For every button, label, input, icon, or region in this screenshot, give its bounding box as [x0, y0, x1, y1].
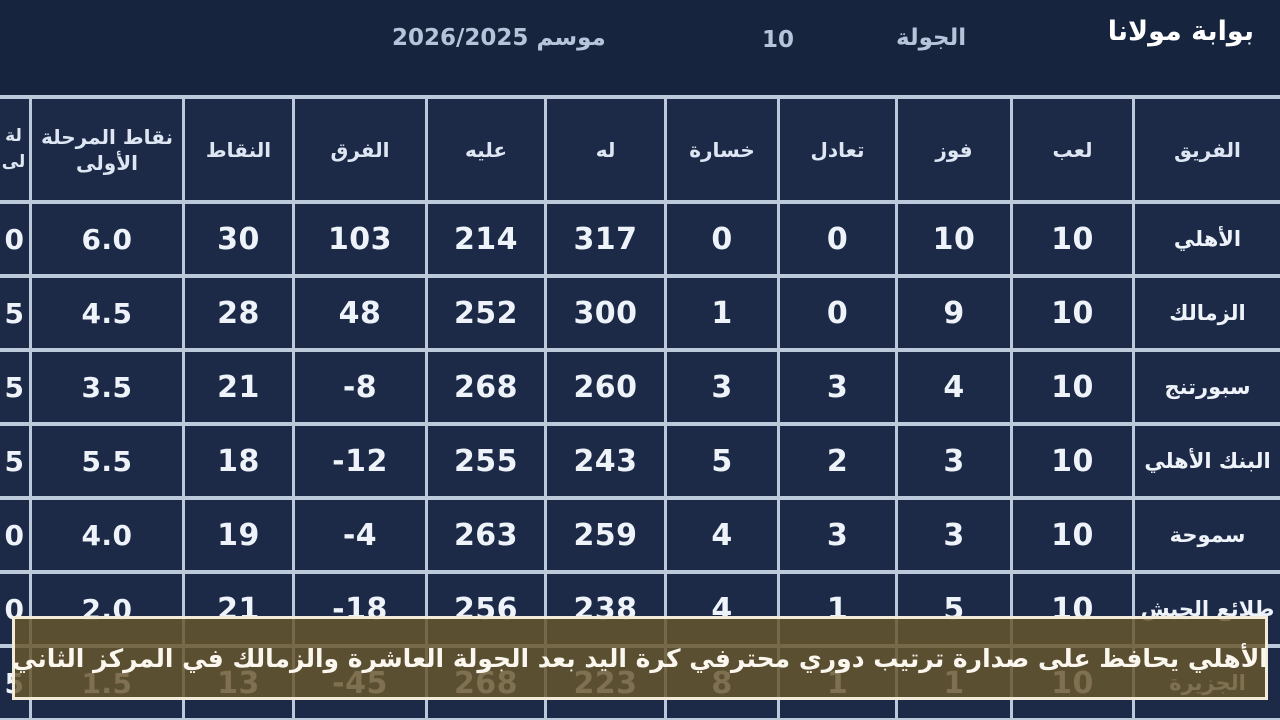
cell-played-row5: 10 [1013, 500, 1132, 570]
cell-against-row4: 255 [428, 426, 544, 496]
top-bar: بوابة مولانا موسم 2026/2025 10 الجولة [0, 0, 1280, 95]
cell-draw-row2: 0 [780, 278, 895, 348]
cell-stage1-row4: 5.5 [32, 426, 182, 496]
cell-win-row1: 10 [898, 204, 1010, 274]
cell-loss-row1: 0 [667, 204, 777, 274]
cell-win-row3: 4 [898, 352, 1010, 422]
col-header-played: لعب [1013, 99, 1132, 200]
col-header-for: له [547, 99, 664, 200]
cell-points-row2: 28 [185, 278, 292, 348]
cell-for-row4: 243 [547, 426, 664, 496]
cell-loss-row4: 5 [667, 426, 777, 496]
cell-draw-row5: 3 [780, 500, 895, 570]
team-name-row4: البنك الأهلي [1135, 426, 1280, 496]
cell-loss-row5: 4 [667, 500, 777, 570]
team-name-row1: الأهلي [1135, 204, 1280, 274]
cell-edge-row3: 5 [0, 352, 29, 422]
col-header-loss: خسارة [667, 99, 777, 200]
brand-title: بوابة مولانا [1107, 16, 1254, 47]
cell-diff-row2: 48 [295, 278, 425, 348]
cell-draw-row3: 3 [780, 352, 895, 422]
col-header-draw: تعادل [780, 99, 895, 200]
banner-headline: الأهلي يحافظ على صدارة ترتيب دوري محترفي… [12, 643, 1268, 673]
cell-stage1-row3: 3.5 [32, 352, 182, 422]
cell-loss-row3: 3 [667, 352, 777, 422]
cell-win-row4: 3 [898, 426, 1010, 496]
team-name-row3: سبورتنج [1135, 352, 1280, 422]
cell-against-row5: 263 [428, 500, 544, 570]
cell-against-row1: 214 [428, 204, 544, 274]
cell-points-row5: 19 [185, 500, 292, 570]
round-label: الجولة [896, 25, 967, 51]
cell-played-row1: 10 [1013, 204, 1132, 274]
news-ticker-banner: الأهلي يحافظ على صدارة ترتيب دوري محترفي… [12, 616, 1268, 700]
cell-diff-row5: -4 [295, 500, 425, 570]
cell-points-row1: 30 [185, 204, 292, 274]
cell-draw-row1: 0 [780, 204, 895, 274]
cell-for-row5: 259 [547, 500, 664, 570]
cell-played-row4: 10 [1013, 426, 1132, 496]
col-header-diff: الفرق [295, 99, 425, 200]
col-header-win: فوز [898, 99, 1010, 200]
cell-points-row3: 21 [185, 352, 292, 422]
cell-loss-row2: 1 [667, 278, 777, 348]
cell-draw-row4: 2 [780, 426, 895, 496]
cell-diff-row1: 103 [295, 204, 425, 274]
cell-win-row2: 9 [898, 278, 1010, 348]
round-number: 10 [762, 27, 795, 53]
cell-diff-row4: -12 [295, 426, 425, 496]
cell-edge-row2: 5 [0, 278, 29, 348]
cell-against-row2: 252 [428, 278, 544, 348]
team-name-row2: الزمالك [1135, 278, 1280, 348]
col-header-edge: لة لى [0, 99, 29, 200]
cell-against-row3: 268 [428, 352, 544, 422]
cell-stage1-row1: 6.0 [32, 204, 182, 274]
cell-played-row2: 10 [1013, 278, 1132, 348]
cell-for-row3: 260 [547, 352, 664, 422]
col-header-team: الفريق [1135, 99, 1280, 200]
season-label: موسم 2026/2025 [392, 25, 606, 51]
cell-points-row4: 18 [185, 426, 292, 496]
cell-win-row5: 3 [898, 500, 1010, 570]
cell-for-row1: 317 [547, 204, 664, 274]
col-header-points: النقاط [185, 99, 292, 200]
cell-stage1-row5: 4.0 [32, 500, 182, 570]
col-header-stage1: نقاط المرحلة الأولى [32, 99, 182, 200]
cell-edge-row1: 0 [0, 204, 29, 274]
cell-edge-row5: 0 [0, 500, 29, 570]
team-name-row5: سموحة [1135, 500, 1280, 570]
cell-for-row2: 300 [547, 278, 664, 348]
cell-played-row3: 10 [1013, 352, 1132, 422]
cell-edge-row4: 5 [0, 426, 29, 496]
col-header-against: عليه [428, 99, 544, 200]
cell-stage1-row2: 4.5 [32, 278, 182, 348]
cell-diff-row3: -8 [295, 352, 425, 422]
